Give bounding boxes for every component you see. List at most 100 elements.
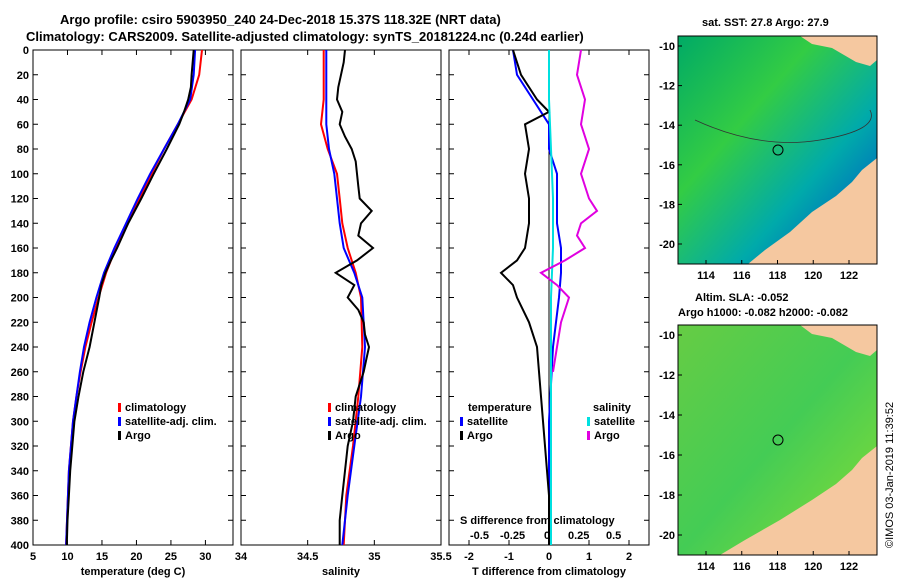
y-tick-label: 380 (11, 515, 29, 527)
legend-swatch-argo (328, 431, 331, 440)
sst-map-land (748, 158, 877, 264)
legend-swatch-satellite (118, 417, 121, 426)
legend-title-temperature: temperature (468, 402, 532, 414)
map-lon-label: 122 (840, 270, 858, 282)
legend-swatch-satellite (328, 417, 331, 426)
sla-map-land (720, 446, 877, 555)
map-lon-label: 118 (769, 561, 787, 573)
legend-label: satellite-adj. clim. (125, 416, 217, 428)
legend-swatch-t-satellite (460, 417, 463, 426)
title-line1: Argo profile: csiro 5903950_240 24-Dec-2… (60, 12, 501, 27)
s-difference-label: S difference from climatology (460, 515, 616, 527)
sst-map (677, 35, 878, 265)
y-tick-label: 360 (11, 491, 29, 503)
x-tick-label: 35.5 (430, 551, 451, 563)
difference-legend: temperature salinity satellite Argo sate… (460, 402, 635, 542)
s-tick-label: -0.5 (470, 530, 489, 542)
temperature-legend: climatology satellite-adj. clim. Argo (118, 402, 217, 442)
plot-frame (240, 49, 442, 546)
legend-label: Argo (125, 430, 151, 442)
series-line (539, 49, 599, 372)
map-lat-label: -12 (659, 370, 675, 382)
map-lon-label: 120 (804, 561, 822, 573)
y-tick-label: 40 (17, 95, 29, 107)
x-tick-label: 35 (368, 551, 380, 563)
map-lat-label: -16 (659, 160, 675, 172)
map-lon-label: 114 (697, 561, 716, 573)
sst-map-contour (694, 109, 872, 143)
map-lon-label: 120 (804, 270, 822, 282)
x-axis-label: T difference from climatology (472, 566, 627, 578)
y-tick-label: 320 (11, 441, 29, 453)
sst-map-title: sat. SST: 27.8 Argo: 27.9 (702, 17, 829, 29)
series-line (65, 49, 195, 546)
y-tick-label: 140 (11, 218, 29, 230)
legend-label: Argo (335, 430, 361, 442)
sst-lat-axis: -10 -12 -14 -16 -18 -20 (659, 41, 682, 251)
legend-label: satellite (467, 416, 508, 428)
legend-swatch-climatology (118, 403, 121, 412)
map-lon-label: 122 (840, 561, 858, 573)
map-lon-label: 116 (733, 270, 751, 282)
sla-lat-axis: -10 -12 -14 -16 -18 -20 (659, 330, 682, 542)
x-tick-label: 2 (626, 551, 632, 563)
difference-panel: -2 -1 0 1 2 T difference from climatology (448, 49, 650, 578)
y-tick-label: 180 (11, 268, 29, 280)
series-line (548, 50, 554, 545)
x-tick-label: 0 (546, 551, 552, 563)
legend-label: Argo (467, 430, 493, 442)
map-lat-label: -14 (659, 120, 676, 132)
salinity-panel: 34 34.5 35 35.5 salinity (235, 49, 452, 578)
sla-profile-location-marker (772, 434, 784, 446)
legend-swatch-t-argo (460, 431, 463, 440)
y-tick-label: 260 (11, 367, 29, 379)
y-tick-label: 300 (11, 416, 29, 428)
map-lon-label: 118 (769, 270, 787, 282)
series-line (499, 49, 551, 545)
series-line (325, 50, 367, 546)
legend-label: satellite (594, 416, 635, 428)
legend-label: Argo (594, 430, 620, 442)
y-tick-label: 200 (11, 293, 29, 305)
y-tick-label: 60 (17, 119, 29, 131)
x-tick-label: 25 (165, 551, 177, 563)
series-line (319, 50, 364, 546)
x-tick-label: 20 (130, 551, 142, 563)
temperature-panel: 0 20 40 60 80 100 120 140 160 180 200 220 240 260 280 3… (11, 45, 234, 578)
map-lat-label: -16 (659, 450, 675, 462)
y-tick-label: 240 (11, 342, 29, 354)
y-tick-label: 20 (17, 70, 29, 82)
x-tick-label: 34.5 (297, 551, 318, 563)
map-lat-label: -14 (659, 410, 676, 422)
plot-frame (32, 49, 234, 546)
y-tick-label: 120 (11, 194, 29, 206)
x-tick-label: 1 (586, 551, 592, 563)
y-tick-label: 100 (11, 169, 29, 181)
sla-map-title1: Altim. SLA: -0.052 (695, 292, 789, 304)
x-tick-label: -1 (504, 551, 514, 563)
x-tick-label: -2 (464, 551, 474, 563)
x-tick-label: 30 (199, 551, 211, 563)
y-tick-label: 400 (11, 540, 29, 552)
series-line (512, 49, 562, 545)
map-lat-label: -20 (659, 239, 675, 251)
x-tick-label: 5 (30, 551, 36, 563)
legend-title-salinity: salinity (593, 402, 632, 414)
x-tick-label: 15 (96, 551, 108, 563)
legend-swatch-climatology (328, 403, 331, 412)
s-tick-label: 0.25 (568, 530, 589, 542)
sla-lon-axis: 114 116 118 120 122 (697, 551, 858, 573)
y-tick-label: 220 (11, 317, 29, 329)
title-line2: Climatology: CARS2009. Satellite-adjuste… (26, 29, 584, 44)
legend-label: satellite-adj. clim. (335, 416, 427, 428)
map-lat-label: -18 (659, 490, 675, 502)
sla-map (677, 324, 878, 556)
imos-stamp: ©IMOS 03-Jan-2019 11:39:52 (884, 402, 896, 548)
map-lat-label: -12 (659, 81, 675, 93)
s-tick-label: 0.5 (606, 530, 621, 542)
map-lat-label: -18 (659, 199, 675, 211)
y-tick-label: 340 (11, 466, 29, 478)
x-tick-label: 34 (235, 551, 248, 563)
y-tick-label: 160 (11, 243, 29, 255)
